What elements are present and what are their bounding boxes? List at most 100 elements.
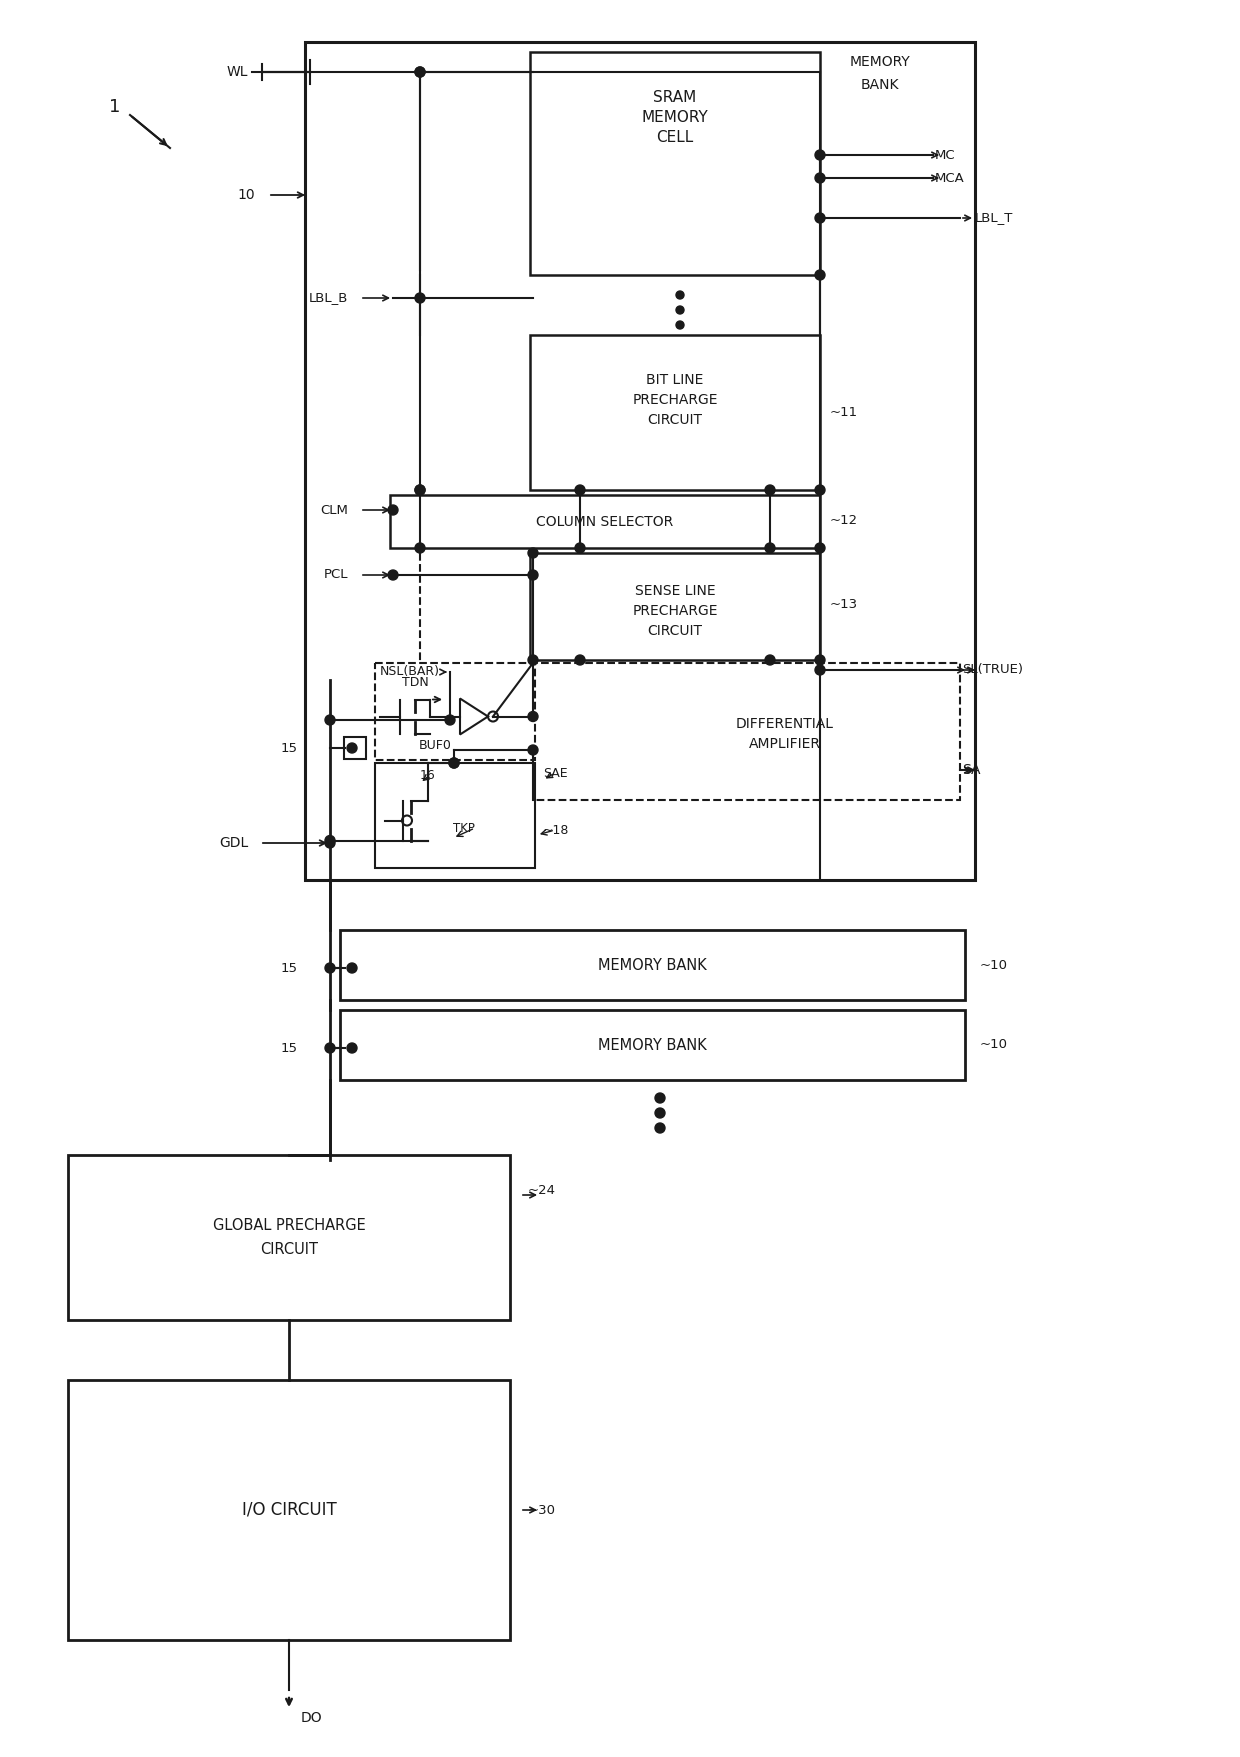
Circle shape bbox=[528, 569, 538, 580]
Bar bbox=[343, 736, 366, 759]
Text: CELL: CELL bbox=[656, 130, 693, 144]
Circle shape bbox=[815, 664, 825, 675]
Circle shape bbox=[575, 543, 585, 553]
Text: SA: SA bbox=[962, 763, 981, 777]
Text: 15: 15 bbox=[281, 741, 298, 754]
Circle shape bbox=[528, 548, 538, 559]
Circle shape bbox=[655, 1093, 665, 1103]
Circle shape bbox=[765, 655, 775, 664]
Text: PRECHARGE: PRECHARGE bbox=[632, 394, 718, 408]
Text: LBL_B: LBL_B bbox=[309, 292, 348, 304]
Text: 1: 1 bbox=[109, 98, 120, 116]
Circle shape bbox=[325, 838, 335, 849]
Text: 15: 15 bbox=[281, 961, 298, 975]
Text: I/O CIRCUIT: I/O CIRCUIT bbox=[242, 1500, 336, 1520]
Text: SAE: SAE bbox=[543, 766, 568, 780]
Circle shape bbox=[815, 149, 825, 160]
Bar bbox=[305, 42, 975, 880]
Bar bbox=[391, 495, 820, 548]
Text: SL(TRUE): SL(TRUE) bbox=[962, 664, 1023, 676]
Text: CIRCUIT: CIRCUIT bbox=[647, 413, 703, 427]
Text: NSL(BAR): NSL(BAR) bbox=[379, 666, 440, 678]
Circle shape bbox=[325, 836, 335, 845]
Circle shape bbox=[347, 743, 357, 754]
Text: ~11: ~11 bbox=[830, 406, 858, 418]
Bar bbox=[340, 929, 965, 1000]
Text: MCA: MCA bbox=[935, 172, 965, 184]
Text: ~13: ~13 bbox=[830, 599, 858, 611]
Circle shape bbox=[815, 543, 825, 553]
Circle shape bbox=[325, 1044, 335, 1052]
Circle shape bbox=[528, 745, 538, 756]
Text: 16: 16 bbox=[420, 768, 435, 782]
Text: BUF0: BUF0 bbox=[419, 738, 451, 752]
Text: MEMORY BANK: MEMORY BANK bbox=[598, 1037, 707, 1052]
Circle shape bbox=[655, 1109, 665, 1117]
Text: GDL: GDL bbox=[218, 836, 248, 850]
Circle shape bbox=[815, 271, 825, 279]
Text: ~10: ~10 bbox=[980, 1038, 1008, 1051]
Text: BANK: BANK bbox=[861, 77, 899, 91]
Circle shape bbox=[445, 715, 455, 726]
Text: MC: MC bbox=[935, 149, 956, 162]
Bar bbox=[529, 336, 820, 490]
Text: DO: DO bbox=[301, 1711, 322, 1725]
Circle shape bbox=[415, 485, 425, 495]
Text: 10: 10 bbox=[237, 188, 255, 202]
Text: ~30: ~30 bbox=[528, 1504, 556, 1516]
Bar bbox=[529, 553, 820, 661]
Circle shape bbox=[528, 712, 538, 722]
Text: MEMORY: MEMORY bbox=[849, 54, 910, 69]
Text: LBL_T: LBL_T bbox=[975, 211, 1013, 225]
Text: SENSE LINE: SENSE LINE bbox=[635, 583, 715, 597]
Text: MEMORY: MEMORY bbox=[641, 109, 708, 125]
Text: CIRCUIT: CIRCUIT bbox=[260, 1242, 317, 1256]
Circle shape bbox=[676, 292, 684, 299]
Circle shape bbox=[415, 67, 425, 77]
Circle shape bbox=[676, 306, 684, 315]
Circle shape bbox=[575, 655, 585, 664]
Text: CLM: CLM bbox=[320, 504, 348, 517]
Bar bbox=[68, 1379, 510, 1639]
Circle shape bbox=[449, 757, 459, 768]
Circle shape bbox=[325, 715, 335, 726]
Circle shape bbox=[815, 172, 825, 183]
Circle shape bbox=[815, 213, 825, 223]
Circle shape bbox=[765, 485, 775, 495]
Text: DIFFERENTIAL: DIFFERENTIAL bbox=[737, 717, 835, 731]
Bar bbox=[343, 958, 366, 979]
Text: ~24: ~24 bbox=[528, 1184, 556, 1197]
Circle shape bbox=[415, 543, 425, 553]
Text: TKP: TKP bbox=[453, 822, 475, 835]
Circle shape bbox=[415, 67, 425, 77]
Circle shape bbox=[676, 322, 684, 329]
Circle shape bbox=[575, 485, 585, 495]
Circle shape bbox=[415, 293, 425, 302]
Circle shape bbox=[449, 757, 459, 768]
Circle shape bbox=[815, 485, 825, 495]
Bar bbox=[374, 662, 534, 761]
Circle shape bbox=[347, 963, 357, 973]
Bar bbox=[343, 1037, 366, 1059]
Text: ~12: ~12 bbox=[830, 513, 858, 527]
Circle shape bbox=[347, 1044, 357, 1052]
Text: 15: 15 bbox=[281, 1042, 298, 1054]
Text: BIT LINE: BIT LINE bbox=[646, 372, 703, 387]
Bar bbox=[340, 1010, 965, 1081]
Circle shape bbox=[388, 504, 398, 515]
Text: CIRCUIT: CIRCUIT bbox=[647, 624, 703, 638]
Text: ~10: ~10 bbox=[980, 959, 1008, 972]
Circle shape bbox=[815, 655, 825, 664]
Circle shape bbox=[528, 655, 538, 664]
Circle shape bbox=[765, 543, 775, 553]
Circle shape bbox=[388, 569, 398, 580]
Circle shape bbox=[655, 1123, 665, 1133]
Text: PCL: PCL bbox=[324, 569, 348, 582]
Text: WL: WL bbox=[227, 65, 248, 79]
Text: AMPLIFIER: AMPLIFIER bbox=[749, 736, 821, 750]
Text: ~18: ~18 bbox=[543, 824, 569, 836]
Circle shape bbox=[325, 963, 335, 973]
Bar bbox=[529, 53, 820, 276]
Text: PRECHARGE: PRECHARGE bbox=[632, 604, 718, 618]
Bar bbox=[529, 662, 960, 799]
